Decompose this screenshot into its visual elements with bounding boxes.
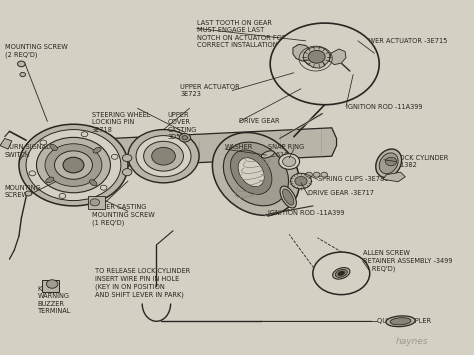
Text: WASHER: WASHER [225, 144, 254, 150]
Circle shape [152, 147, 175, 165]
Circle shape [81, 132, 88, 137]
Circle shape [45, 144, 102, 186]
Text: UPPER
COVER
CASTING
3D505: UPPER COVER CASTING 3D505 [168, 112, 197, 140]
Circle shape [313, 252, 370, 295]
Circle shape [122, 169, 132, 176]
Ellipse shape [333, 268, 350, 279]
Circle shape [55, 151, 92, 179]
Circle shape [182, 136, 188, 140]
Circle shape [19, 124, 128, 206]
Text: DRIVE GEAR -3E717: DRIVE GEAR -3E717 [308, 191, 374, 196]
Circle shape [295, 176, 307, 186]
Circle shape [313, 172, 320, 177]
Circle shape [306, 172, 312, 177]
Circle shape [303, 47, 330, 67]
Ellipse shape [90, 180, 97, 186]
Ellipse shape [50, 144, 57, 151]
Text: IGNITION ROD -11A399: IGNITION ROD -11A399 [268, 210, 344, 216]
Circle shape [111, 154, 118, 159]
Polygon shape [293, 44, 313, 61]
Text: QUICK COUPLER: QUICK COUPLER [377, 318, 431, 324]
Circle shape [136, 136, 191, 177]
Polygon shape [303, 59, 325, 68]
Circle shape [26, 130, 121, 201]
Text: MOUNTING SCREW
(2 REQ'D): MOUNTING SCREW (2 REQ'D) [5, 44, 67, 59]
Circle shape [291, 173, 311, 189]
Text: TO RELEASE LOCK CYLINDER
INSERT WIRE PIN IN HOLE
(KEY IN ON POSITION
AND SHIFT L: TO RELEASE LOCK CYLINDER INSERT WIRE PIN… [95, 268, 190, 297]
Text: haynes: haynes [396, 337, 428, 346]
Text: LAST TOOTH ON GEAR
MUST ENGAGE LAST
NOTCH ON ACTUATOR FOR
CORRECT INSTALLATION: LAST TOOTH ON GEAR MUST ENGAGE LAST NOTC… [197, 20, 286, 48]
Text: SPRING CLIPS -3E781: SPRING CLIPS -3E781 [318, 176, 388, 182]
Circle shape [385, 157, 397, 166]
Text: MOUNTING
SCREW: MOUNTING SCREW [5, 185, 41, 198]
Ellipse shape [238, 158, 264, 187]
Polygon shape [0, 138, 12, 149]
Circle shape [100, 185, 107, 190]
Ellipse shape [335, 269, 347, 277]
Text: DRIVE GEAR: DRIVE GEAR [239, 119, 280, 124]
Polygon shape [383, 172, 405, 182]
Text: KEY
WARNING
BUZZER
TERMINAL: KEY WARNING BUZZER TERMINAL [38, 286, 71, 314]
Circle shape [321, 172, 328, 177]
Ellipse shape [386, 316, 415, 327]
Circle shape [90, 199, 100, 206]
Ellipse shape [46, 177, 54, 183]
Ellipse shape [230, 150, 272, 195]
Circle shape [308, 50, 325, 63]
Text: TURN SIGNAL
SWITCH: TURN SIGNAL SWITCH [5, 144, 49, 158]
Circle shape [29, 171, 36, 176]
Circle shape [46, 280, 58, 288]
Ellipse shape [223, 142, 289, 206]
Text: SNAP RING
3C610: SNAP RING 3C610 [268, 144, 304, 158]
Text: LOWER ACTUATOR -3E715: LOWER ACTUATOR -3E715 [360, 38, 447, 44]
Circle shape [144, 141, 183, 171]
Ellipse shape [379, 153, 398, 174]
Ellipse shape [338, 271, 345, 275]
Ellipse shape [390, 318, 411, 325]
Ellipse shape [280, 186, 296, 208]
Circle shape [63, 157, 84, 173]
Text: IGNITION ROD -11A399: IGNITION ROD -11A399 [346, 104, 422, 109]
Polygon shape [329, 49, 346, 65]
Ellipse shape [376, 149, 401, 178]
Text: COVER CASTING
MOUNTING SCREW
(1 REQ'D): COVER CASTING MOUNTING SCREW (1 REQ'D) [92, 204, 155, 225]
Ellipse shape [283, 189, 294, 205]
Ellipse shape [212, 132, 300, 215]
Circle shape [20, 72, 26, 77]
Circle shape [122, 154, 132, 162]
Polygon shape [42, 280, 59, 292]
Text: LOCK CYLINDER
11382: LOCK CYLINDER 11382 [396, 155, 448, 168]
Text: ALLEN SCREW
RETAINER ASSEMBLY -3499
(1 REQ'D): ALLEN SCREW RETAINER ASSEMBLY -3499 (1 R… [363, 250, 452, 272]
Circle shape [270, 23, 379, 105]
Text: STEERING WHEEL
LOCKING PIN
3E718: STEERING WHEEL LOCKING PIN 3E718 [91, 112, 150, 133]
Circle shape [40, 140, 46, 145]
Circle shape [59, 193, 66, 198]
Circle shape [36, 137, 110, 193]
Circle shape [283, 157, 296, 166]
Text: UPPER ACTUATOR
3E723: UPPER ACTUATOR 3E723 [180, 84, 240, 97]
Ellipse shape [93, 147, 101, 153]
Polygon shape [107, 128, 337, 167]
Circle shape [18, 61, 25, 67]
Circle shape [25, 191, 32, 196]
Ellipse shape [261, 151, 274, 158]
Circle shape [279, 154, 300, 169]
Circle shape [128, 130, 199, 183]
Circle shape [179, 133, 191, 142]
Polygon shape [88, 196, 105, 209]
